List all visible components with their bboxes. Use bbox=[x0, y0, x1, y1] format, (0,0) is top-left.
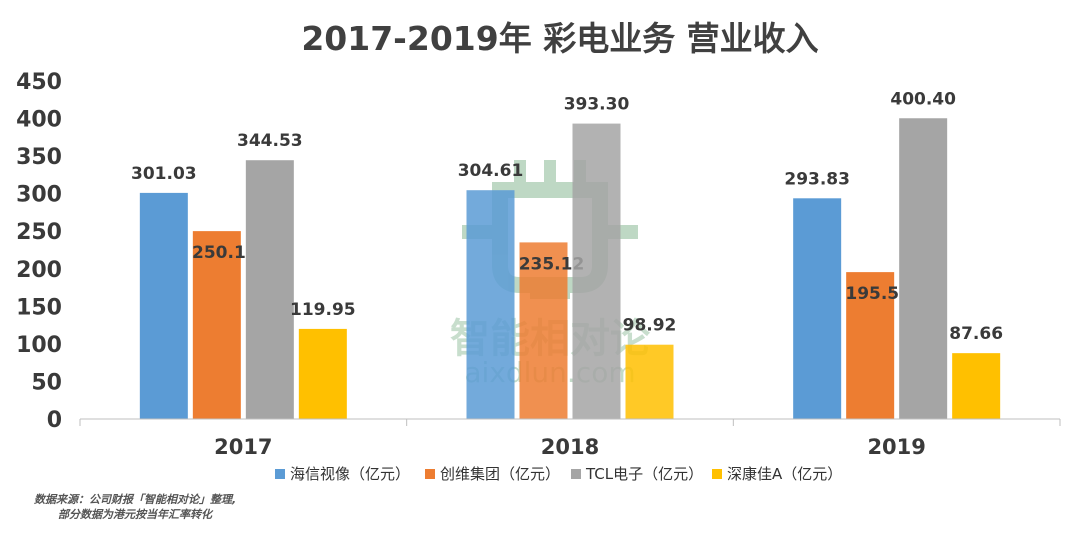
bar-3-2018 bbox=[572, 123, 621, 419]
data-label: 195.55 bbox=[845, 284, 911, 304]
bar-2-2019 bbox=[846, 272, 895, 419]
bar-3-2019 bbox=[899, 118, 948, 419]
y-axis: 0 50 100 150 200 250 300 350 400 450 bbox=[16, 70, 62, 433]
plug-prong-icon bbox=[544, 160, 556, 190]
chart-title: 2017-2019年 彩电业务 营业收入 bbox=[301, 19, 818, 58]
data-label: 344.53 bbox=[237, 131, 303, 151]
y-tick-label: 300 bbox=[16, 183, 62, 208]
source-note-line-2: 部分数据为港元按当年汇率转化 bbox=[58, 508, 214, 521]
bar-2-2017 bbox=[192, 231, 241, 419]
data-label: 293.83 bbox=[784, 169, 850, 189]
bar-3-2017 bbox=[245, 160, 294, 419]
legend-item: 海信视像（亿元） bbox=[275, 465, 410, 483]
y-tick-label: 250 bbox=[16, 220, 62, 245]
x-tick-label: 2017 bbox=[214, 435, 272, 459]
bar-2-2018 bbox=[519, 242, 568, 419]
plug-prong-icon bbox=[514, 160, 526, 190]
legend-label: 深康佳A（亿元） bbox=[727, 465, 842, 483]
y-tick-label: 200 bbox=[16, 258, 62, 283]
bar-4-2017 bbox=[298, 328, 347, 419]
legend-item: 创维集团（亿元） bbox=[425, 465, 560, 483]
legend-label: 创维集团（亿元） bbox=[440, 465, 560, 483]
data-label: 98.92 bbox=[623, 316, 677, 336]
x-tick-label: 2019 bbox=[867, 435, 925, 459]
legend-label: 海信视像（亿元） bbox=[290, 465, 410, 483]
data-label: 250.13 bbox=[192, 243, 258, 263]
data-label: 304.61 bbox=[458, 161, 524, 181]
bar-1-2017 bbox=[139, 192, 188, 419]
legend-swatch bbox=[425, 469, 435, 479]
legend-item: TCL电子（亿元） bbox=[571, 465, 703, 483]
bar-4-2018 bbox=[625, 344, 674, 419]
x-axis: 2017 2018 2019 bbox=[79, 418, 1061, 459]
legend-swatch bbox=[571, 469, 581, 479]
data-label: 400.40 bbox=[890, 89, 956, 109]
source-note: 数据来源：公司财报「智能相对论」整理, 部分数据为港元按当年汇率转化 bbox=[34, 493, 236, 521]
bar-1-2018 bbox=[466, 190, 515, 419]
data-label: 393.30 bbox=[564, 95, 630, 115]
bar-4-2019 bbox=[952, 353, 1001, 419]
bars: 301.03 250.13 344.53 119.95 304.61 235.12 393.… bbox=[131, 89, 1003, 419]
data-label: 301.03 bbox=[131, 164, 197, 184]
data-label: 235.12 bbox=[519, 254, 585, 274]
legend: 海信视像（亿元） 创维集团（亿元） TCL电子（亿元） 深康佳A（亿元） bbox=[275, 465, 842, 483]
legend-swatch bbox=[275, 469, 285, 479]
y-tick-label: 350 bbox=[16, 145, 62, 170]
x-tick-label: 2018 bbox=[541, 435, 599, 459]
legend-swatch bbox=[712, 469, 722, 479]
source-note-line-1: 数据来源：公司财报「智能相对论」整理, bbox=[34, 493, 236, 506]
legend-label: TCL电子（亿元） bbox=[585, 465, 703, 483]
data-label: 119.95 bbox=[290, 300, 356, 320]
y-tick-label: 100 bbox=[16, 333, 62, 358]
y-tick-label: 50 bbox=[31, 370, 62, 395]
legend-item: 深康佳A（亿元） bbox=[712, 465, 842, 483]
y-tick-label: 400 bbox=[16, 108, 62, 133]
y-tick-label: 450 bbox=[16, 70, 62, 95]
data-label: 87.66 bbox=[949, 324, 1003, 344]
bar-1-2019 bbox=[793, 198, 842, 419]
y-tick-label: 150 bbox=[16, 295, 62, 320]
y-tick-label: 0 bbox=[47, 408, 62, 433]
